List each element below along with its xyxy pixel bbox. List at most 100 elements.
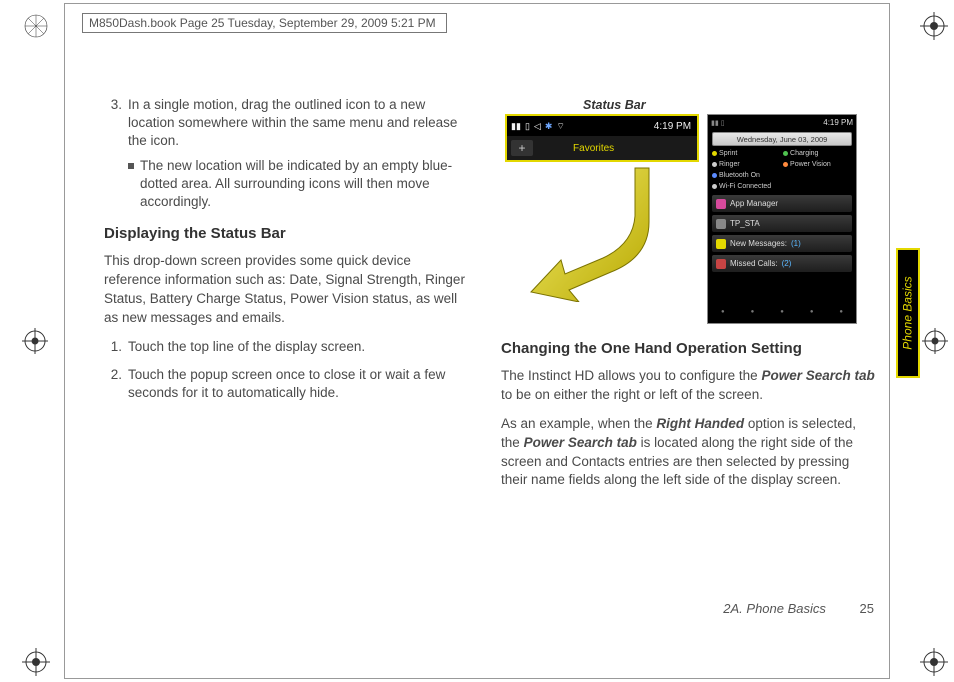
dot-icon [783, 162, 788, 167]
nav-item: ● [721, 309, 725, 315]
sound-icon: ◁ [534, 121, 541, 132]
status-cell-bluetooth: Bluetooth On [712, 172, 852, 179]
term-power-search: Power Search tab [524, 435, 637, 450]
nav-item: ● [751, 309, 755, 315]
heading-one-hand: Changing the One Hand Operation Setting [501, 340, 878, 357]
reg-mark-left [22, 328, 48, 354]
content-columns: 3. In a single motion, drag the outlined… [104, 96, 878, 500]
list-row-missed-calls: Missed Calls: (2) [712, 255, 852, 272]
row-label: Missed Calls: [730, 259, 778, 268]
wifi-icon: ⌔ [556, 121, 564, 132]
cell-label: Power Vision [790, 161, 831, 168]
cell-label: Charging [790, 150, 818, 157]
row-label: New Messages: [730, 239, 787, 248]
status-grid-row: Wi-Fi Connected [708, 181, 856, 192]
cell-label: Bluetooth On [719, 172, 760, 179]
para-status-desc: This drop-down screen provides some quic… [104, 252, 471, 328]
step-2: 2. Touch the popup screen once to close … [104, 366, 471, 402]
left-column: 3. In a single motion, drag the outlined… [104, 96, 471, 500]
term-power-search: Power Search tab [761, 368, 874, 383]
dot-icon [712, 151, 717, 156]
status-cell-sprint: Sprint [712, 150, 781, 157]
phone-screenshot-right: ▮▮ ▯ 4:19 PM Wednesday, June 03, 2009 Sp… [707, 114, 857, 324]
phone-status-row: ▮▮ ▯ ◁ ✱ ⌔ 4:19 PM [507, 116, 697, 136]
footer-page-number: 25 [860, 601, 874, 616]
reg-mark-right [922, 328, 948, 354]
status-grid-row: Bluetooth On [708, 170, 856, 181]
dot-icon [712, 162, 717, 167]
cell-label: Wi-Fi Connected [719, 183, 771, 190]
row-label: TP_STA [730, 219, 760, 228]
row-count: (1) [791, 239, 801, 248]
step3-body: In a single motion, drag the outlined ic… [128, 97, 457, 148]
message-icon [716, 239, 726, 249]
signal-icon: ▮▮ [511, 121, 521, 132]
step-text: Touch the top line of the display screen… [128, 338, 471, 356]
crop-mark-tl [22, 12, 50, 40]
battery-icon: ▯ [525, 121, 530, 132]
favorites-row: + Favorites [507, 136, 697, 160]
para-one-hand-1: The Instinct HD allows you to configure … [501, 367, 878, 405]
phone-status-row: ▮▮ ▯ 4:19 PM [708, 115, 856, 130]
crop-mark-br [920, 648, 948, 676]
row-count: (2) [782, 259, 792, 268]
header-metadata: M850Dash.book Page 25 Tuesday, September… [82, 13, 447, 33]
app-icon [716, 219, 726, 229]
dot-icon [712, 173, 717, 178]
text: As an example, when the [501, 416, 656, 431]
step-number: 1. [104, 338, 128, 356]
signal-icon: ▮▮ ▯ [711, 119, 725, 127]
favorites-label: Favorites [573, 143, 614, 154]
step-1: 1. Touch the top line of the display scr… [104, 338, 471, 356]
bluetooth-icon: ✱ [545, 121, 553, 132]
status-grid-row: Sprint Charging [708, 148, 856, 159]
add-icon: + [511, 140, 533, 156]
step-number: 3. [104, 96, 128, 211]
section-tab: Phone Basics [896, 248, 920, 378]
step-text: In a single motion, drag the outlined ic… [128, 96, 471, 211]
sub-bullet: The new location will be indicated by an… [128, 157, 471, 212]
para-one-hand-2: As an example, when the Right Handed opt… [501, 415, 878, 491]
right-column: Status Bar ▮▮ ▯ ◁ ✱ ⌔ 4:19 PM + Favorite… [501, 96, 878, 500]
cell-label: Sprint [719, 150, 737, 157]
step-number: 2. [104, 366, 128, 402]
list-row-app-manager: App Manager [712, 195, 852, 212]
cell-label: Ringer [719, 161, 740, 168]
nav-item: ● [780, 309, 784, 315]
term-right-handed: Right Handed [656, 416, 744, 431]
footer-section: 2A. Phone Basics [723, 601, 826, 616]
status-time: 4:19 PM [823, 118, 853, 127]
status-time: 4:19 PM [654, 121, 693, 132]
step-text: Touch the popup screen once to close it … [128, 366, 471, 402]
bullet-text: The new location will be indicated by an… [140, 157, 471, 212]
crop-mark-tr [920, 12, 948, 40]
phone-fragment-left: ▮▮ ▯ ◁ ✱ ⌔ 4:19 PM + Favorites [505, 114, 699, 162]
status-cell-ringer: Ringer [712, 161, 781, 168]
status-cell-wifi: Wi-Fi Connected [712, 183, 852, 190]
phone-icon [716, 259, 726, 269]
page-footer: 2A. Phone Basics 25 [723, 601, 874, 616]
date-banner: Wednesday, June 03, 2009 [712, 132, 852, 146]
dot-icon [712, 184, 717, 189]
list-row-tp-sta: TP_STA [712, 215, 852, 232]
heading-status-bar: Displaying the Status Bar [104, 225, 471, 242]
phone-nav-bar: ● ● ● ● ● [708, 303, 856, 321]
row-label: App Manager [730, 199, 778, 208]
nav-item: ● [839, 309, 843, 315]
status-cell-power-vision: Power Vision [783, 161, 852, 168]
nav-item: ● [810, 309, 814, 315]
text: The Instinct HD allows you to configure … [501, 368, 761, 383]
status-cell-charging: Charging [783, 150, 852, 157]
callout-arrow [521, 162, 661, 302]
bullet-square-icon [128, 163, 134, 169]
dot-icon [783, 151, 788, 156]
status-bar-figure: Status Bar ▮▮ ▯ ◁ ✱ ⌔ 4:19 PM + Favorite… [501, 96, 861, 326]
list-row-messages: New Messages: (1) [712, 235, 852, 252]
crop-mark-bl [22, 648, 50, 676]
app-icon [716, 199, 726, 209]
text: to be on either the right or left of the… [501, 387, 763, 402]
figure-label: Status Bar [583, 98, 646, 112]
status-grid-considered: Ringer Power Vision [708, 159, 856, 170]
step-3: 3. In a single motion, drag the outlined… [104, 96, 471, 211]
section-tab-label: Phone Basics [901, 276, 915, 349]
